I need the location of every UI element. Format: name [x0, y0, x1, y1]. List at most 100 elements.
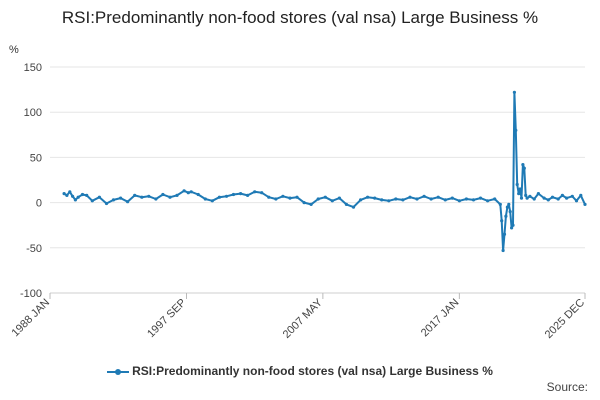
data-point	[401, 198, 405, 202]
data-point	[76, 195, 80, 199]
data-point	[380, 198, 384, 202]
data-point	[486, 199, 490, 203]
data-point	[443, 198, 447, 202]
data-point	[337, 196, 341, 200]
data-point	[239, 192, 243, 196]
data-point	[260, 191, 264, 195]
data-point	[65, 193, 69, 197]
data-point	[111, 198, 116, 202]
data-point	[373, 196, 377, 200]
data-point	[507, 202, 511, 206]
data-point	[85, 193, 89, 197]
data-point	[510, 226, 514, 230]
data-point	[583, 202, 587, 206]
data-point	[574, 199, 579, 203]
legend-label: RSI:Predominantly non-food stores (val n…	[132, 364, 493, 378]
data-point	[182, 189, 186, 193]
y-axis-ticks: -100 -50 0 50 100 150	[20, 62, 42, 300]
data-point	[429, 197, 433, 201]
data-point	[80, 192, 85, 197]
legend-swatch	[107, 366, 130, 378]
y-axis-label: %	[9, 44, 19, 56]
data-point	[161, 192, 165, 197]
data-point	[274, 197, 278, 201]
data-point	[515, 182, 519, 187]
data-point	[351, 205, 356, 209]
data-point	[104, 201, 109, 206]
series-line	[63, 91, 586, 252]
grid-lines	[50, 66, 585, 294]
data-point	[309, 202, 313, 206]
data-point	[422, 194, 426, 198]
data-point	[565, 196, 569, 200]
data-point	[536, 192, 541, 196]
data-point	[519, 196, 524, 200]
data-point	[246, 193, 250, 197]
y-tick-label: 100	[24, 107, 42, 119]
data-point	[508, 210, 512, 214]
data-point	[517, 192, 521, 196]
data-point	[502, 232, 507, 236]
legend[interactable]: RSI:Predominantly non-food stores (val n…	[0, 364, 600, 378]
y-tick-label: -50	[26, 243, 42, 255]
data-point	[415, 197, 419, 201]
data-point	[62, 192, 66, 196]
data-point	[556, 197, 560, 201]
chart-title: RSI:Predominantly non-food stores (val n…	[61, 8, 539, 27]
data-point	[542, 196, 546, 200]
data-point	[387, 199, 391, 203]
data-point	[570, 194, 574, 198]
data-point	[450, 196, 454, 200]
data-point	[217, 195, 221, 199]
source-label: Source:	[546, 380, 588, 394]
data-point	[525, 196, 529, 200]
data-point	[186, 191, 190, 195]
data-point	[68, 190, 72, 194]
data-point	[323, 195, 327, 199]
x-tick-label: 2025 DEC	[543, 297, 587, 341]
data-point	[224, 194, 229, 198]
data-point	[532, 197, 536, 201]
x-tick-label: 1997 SEP	[145, 297, 189, 341]
data-point	[189, 190, 193, 194]
data-point	[168, 195, 172, 199]
data-point	[147, 194, 151, 198]
data-point	[133, 193, 137, 197]
data-point	[550, 195, 555, 199]
data-point	[302, 201, 306, 205]
data-point	[344, 202, 348, 206]
data-point	[316, 197, 320, 201]
data-point	[295, 195, 299, 199]
data-point	[579, 193, 583, 197]
data-point	[366, 195, 370, 199]
y-tick-label: 50	[30, 152, 42, 164]
data-point	[464, 197, 468, 201]
data-point	[119, 196, 123, 200]
data-point	[203, 197, 207, 201]
data-point	[90, 199, 94, 203]
data-point	[511, 223, 515, 227]
y-tick-label: 0	[36, 198, 42, 210]
data-point	[288, 196, 292, 200]
data-point	[281, 194, 285, 198]
data-point	[498, 202, 502, 206]
data-point	[231, 192, 236, 197]
data-point	[560, 193, 565, 197]
y-tick-label: 150	[24, 62, 42, 74]
data-point	[71, 194, 75, 198]
x-tick-label: 2007 MAY	[281, 296, 326, 341]
data-point	[436, 195, 440, 199]
data-point	[518, 187, 522, 191]
data-point	[359, 198, 363, 202]
data-point	[521, 163, 525, 167]
series-group	[62, 90, 587, 253]
data-point	[394, 197, 398, 201]
data-point	[154, 197, 158, 201]
data-point	[514, 128, 518, 132]
data-point	[505, 205, 509, 209]
data-point	[126, 200, 130, 204]
y-tick-label: -100	[20, 288, 42, 300]
data-point	[97, 195, 101, 199]
data-point	[253, 190, 257, 194]
